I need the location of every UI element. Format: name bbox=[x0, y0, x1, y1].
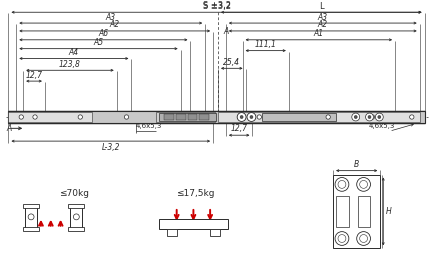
Text: 4,6x5,3: 4,6x5,3 bbox=[369, 123, 395, 129]
Bar bbox=[262, 113, 336, 121]
Bar bbox=[156, 112, 215, 122]
Circle shape bbox=[238, 115, 242, 119]
Circle shape bbox=[28, 214, 34, 220]
Circle shape bbox=[237, 113, 246, 121]
Bar bbox=[71, 205, 82, 230]
Bar bbox=[164, 114, 174, 121]
Text: A3: A3 bbox=[318, 13, 328, 22]
Text: 4,6x5,3: 4,6x5,3 bbox=[136, 123, 162, 129]
Bar bbox=[23, 227, 39, 231]
Text: L-3,2: L-3,2 bbox=[102, 143, 120, 152]
Bar bbox=[68, 227, 84, 231]
Bar bbox=[358, 196, 371, 227]
Circle shape bbox=[326, 115, 330, 119]
Circle shape bbox=[257, 115, 262, 119]
Circle shape bbox=[370, 115, 375, 119]
Text: 111,1: 111,1 bbox=[255, 40, 277, 49]
Circle shape bbox=[247, 113, 256, 121]
Bar bbox=[8, 112, 92, 122]
Text: A4: A4 bbox=[69, 48, 79, 57]
Circle shape bbox=[360, 180, 368, 188]
Text: A5: A5 bbox=[93, 38, 103, 47]
Bar bbox=[210, 229, 220, 236]
Text: A1: A1 bbox=[314, 29, 324, 38]
Circle shape bbox=[335, 178, 349, 191]
Circle shape bbox=[357, 232, 371, 245]
Bar bbox=[159, 219, 228, 229]
Text: ≤70kg: ≤70kg bbox=[59, 189, 89, 198]
Circle shape bbox=[33, 115, 37, 119]
Bar bbox=[199, 114, 209, 121]
Circle shape bbox=[73, 214, 79, 220]
Circle shape bbox=[19, 115, 24, 119]
Bar bbox=[167, 229, 177, 236]
Bar bbox=[333, 175, 380, 248]
Circle shape bbox=[378, 116, 381, 118]
Circle shape bbox=[338, 180, 346, 188]
Circle shape bbox=[354, 116, 357, 118]
Circle shape bbox=[365, 113, 373, 121]
Circle shape bbox=[410, 115, 414, 119]
Text: 123,8: 123,8 bbox=[59, 60, 81, 69]
Circle shape bbox=[240, 116, 243, 118]
Bar bbox=[8, 111, 425, 123]
Circle shape bbox=[338, 235, 346, 242]
Text: S ±3,2: S ±3,2 bbox=[203, 1, 231, 10]
Circle shape bbox=[368, 116, 371, 118]
Text: ≤17,5kg: ≤17,5kg bbox=[176, 189, 215, 198]
Text: H: H bbox=[386, 207, 392, 216]
Text: L: L bbox=[319, 2, 324, 11]
Text: A2: A2 bbox=[109, 20, 120, 30]
Bar bbox=[159, 113, 216, 121]
Circle shape bbox=[78, 115, 82, 119]
Text: A: A bbox=[7, 124, 12, 133]
Bar bbox=[23, 204, 39, 208]
Text: A: A bbox=[223, 27, 228, 36]
Bar bbox=[25, 205, 37, 230]
Text: 25,4: 25,4 bbox=[223, 58, 240, 67]
Circle shape bbox=[203, 115, 208, 119]
Circle shape bbox=[357, 178, 371, 191]
Text: B: B bbox=[354, 160, 359, 169]
Bar bbox=[187, 114, 198, 121]
Circle shape bbox=[352, 113, 360, 121]
Circle shape bbox=[250, 116, 253, 118]
Bar bbox=[218, 112, 420, 122]
Text: A2: A2 bbox=[318, 20, 328, 30]
Text: 12,7: 12,7 bbox=[26, 71, 43, 80]
Bar bbox=[176, 114, 186, 121]
Circle shape bbox=[188, 115, 193, 119]
Circle shape bbox=[124, 115, 129, 119]
Circle shape bbox=[360, 235, 368, 242]
Text: A3: A3 bbox=[106, 13, 116, 22]
Bar bbox=[336, 196, 349, 227]
Circle shape bbox=[335, 232, 349, 245]
Text: S ±3,2: S ±3,2 bbox=[203, 2, 231, 11]
Text: A6: A6 bbox=[99, 29, 109, 38]
Text: 12,7: 12,7 bbox=[231, 124, 248, 133]
Bar bbox=[68, 204, 84, 208]
Circle shape bbox=[375, 113, 383, 121]
